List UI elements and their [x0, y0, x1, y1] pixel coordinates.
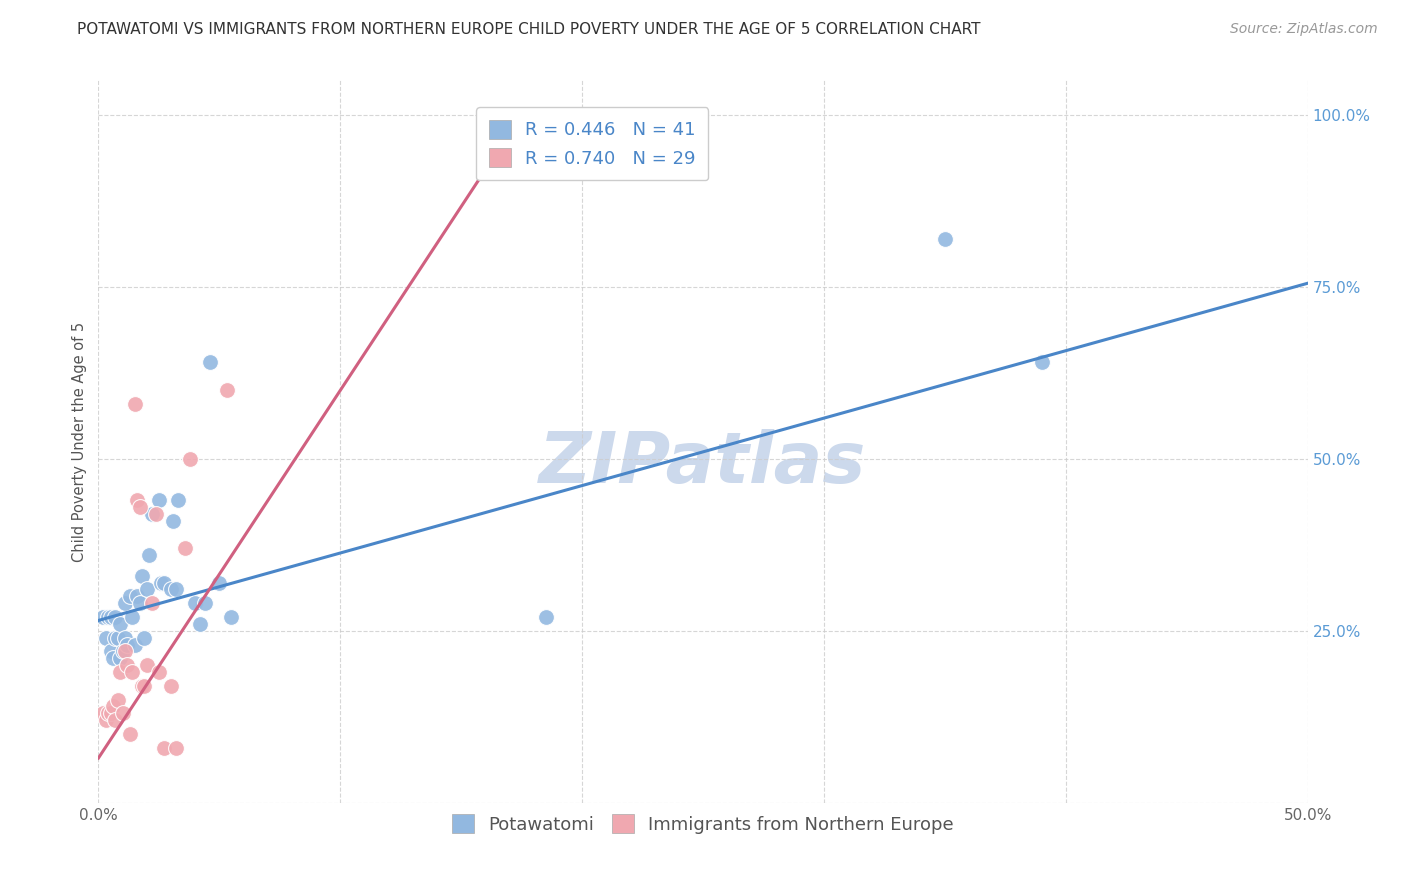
Point — [107, 692, 129, 706]
Text: POTAWATOMI VS IMMIGRANTS FROM NORTHERN EUROPE CHILD POVERTY UNDER THE AGE OF 5 C: POTAWATOMI VS IMMIGRANTS FROM NORTHERN E… — [77, 22, 981, 37]
Point — [121, 665, 143, 679]
Point — [128, 500, 150, 514]
Point — [131, 568, 153, 582]
Point — [114, 631, 136, 645]
Point — [179, 451, 201, 466]
Point — [162, 514, 184, 528]
Point — [152, 740, 174, 755]
Point — [104, 631, 127, 645]
Point — [124, 397, 146, 411]
Point — [94, 631, 117, 645]
Legend: Potawatomi, Immigrants from Northern Europe: Potawatomi, Immigrants from Northern Eur… — [441, 804, 965, 845]
Point — [128, 596, 150, 610]
Point — [97, 706, 120, 721]
Point — [152, 575, 174, 590]
Point — [101, 699, 124, 714]
Point — [91, 706, 114, 721]
Point — [134, 679, 156, 693]
Point — [194, 596, 217, 610]
Point — [1031, 355, 1053, 369]
Point — [131, 679, 153, 693]
Point — [100, 644, 122, 658]
Point — [121, 610, 143, 624]
Point — [135, 658, 157, 673]
Point — [534, 610, 557, 624]
Point — [208, 575, 231, 590]
Point — [486, 135, 509, 149]
Point — [148, 493, 170, 508]
Point — [221, 610, 243, 624]
Point — [198, 355, 221, 369]
Point — [108, 651, 131, 665]
Point — [104, 610, 127, 624]
Point — [127, 590, 149, 604]
Point — [167, 493, 190, 508]
Point — [91, 610, 114, 624]
Point — [114, 596, 136, 610]
Point — [135, 582, 157, 597]
Point — [118, 590, 141, 604]
Point — [188, 616, 211, 631]
Point — [117, 638, 139, 652]
Point — [134, 631, 156, 645]
Point — [184, 596, 207, 610]
Point — [114, 644, 136, 658]
Point — [97, 610, 120, 624]
Text: ZIPatlas: ZIPatlas — [540, 429, 866, 498]
Point — [118, 727, 141, 741]
Point — [934, 231, 956, 245]
Point — [138, 548, 160, 562]
Point — [100, 706, 122, 721]
Point — [108, 616, 131, 631]
Point — [124, 638, 146, 652]
Point — [94, 713, 117, 727]
Point — [100, 610, 122, 624]
Point — [148, 665, 170, 679]
Text: Source: ZipAtlas.com: Source: ZipAtlas.com — [1230, 22, 1378, 37]
Point — [174, 541, 197, 556]
Point — [165, 582, 187, 597]
Point — [127, 493, 149, 508]
Point — [160, 582, 183, 597]
Point — [145, 507, 167, 521]
Point — [111, 706, 134, 721]
Point — [108, 665, 131, 679]
Point — [215, 383, 238, 397]
Point — [117, 658, 139, 673]
Point — [141, 507, 163, 521]
Y-axis label: Child Poverty Under the Age of 5: Child Poverty Under the Age of 5 — [72, 321, 87, 562]
Point — [165, 740, 187, 755]
Point — [160, 679, 183, 693]
Point — [150, 575, 173, 590]
Point — [111, 644, 134, 658]
Point — [141, 596, 163, 610]
Point — [104, 713, 127, 727]
Point — [107, 631, 129, 645]
Point — [101, 651, 124, 665]
